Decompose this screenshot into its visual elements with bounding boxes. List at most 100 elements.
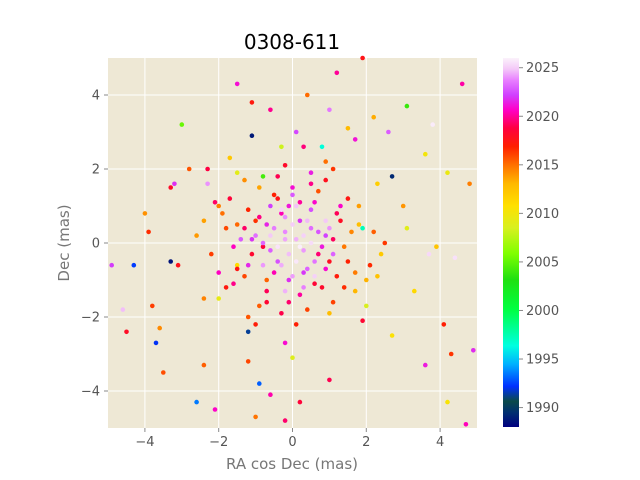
data-point [301, 233, 306, 238]
data-point [327, 259, 332, 264]
data-point [286, 277, 292, 283]
x-tick-label: 4 [436, 435, 444, 450]
data-point [260, 240, 266, 246]
data-point [301, 285, 306, 290]
data-point [205, 181, 210, 187]
data-point [282, 288, 288, 294]
colorbar-tick-label: 2015 [526, 158, 559, 173]
data-point [323, 159, 329, 164]
data-point [253, 218, 258, 224]
y-tick-label: −2 [81, 311, 100, 326]
data-point [150, 303, 155, 309]
data-point [279, 211, 284, 216]
data-point [297, 399, 303, 405]
data-point [334, 274, 340, 279]
data-point [341, 244, 347, 249]
data-point [245, 314, 251, 320]
data-point [389, 333, 395, 338]
data-point [293, 203, 299, 209]
data-point [264, 288, 270, 294]
x-tick-label: 2 [362, 435, 370, 450]
data-point [319, 144, 325, 150]
data-point [168, 185, 173, 190]
data-point [404, 103, 410, 109]
data-point [242, 225, 247, 231]
data-point [271, 192, 277, 198]
data-point [260, 174, 266, 179]
data-point [293, 322, 299, 327]
data-point [316, 188, 321, 194]
data-point [305, 218, 310, 224]
data-point [308, 225, 314, 231]
data-point [205, 166, 210, 172]
data-point [400, 203, 406, 209]
data-point [227, 155, 233, 161]
data-point [253, 322, 258, 327]
data-point [201, 218, 207, 224]
data-point [175, 262, 181, 268]
data-point [131, 262, 137, 268]
data-point [242, 177, 247, 183]
data-points [109, 55, 476, 427]
data-point [375, 274, 380, 279]
data-point [157, 325, 162, 331]
data-point [338, 203, 343, 209]
data-point [245, 359, 251, 364]
data-point [216, 270, 221, 275]
data-point [308, 207, 314, 212]
data-point [367, 262, 373, 268]
data-point [257, 214, 262, 220]
data-point [279, 311, 284, 316]
data-point [275, 244, 281, 249]
data-point [231, 281, 236, 287]
data-point [423, 151, 428, 157]
data-point [268, 107, 273, 113]
data-point [423, 362, 428, 368]
data-point [467, 181, 472, 187]
data-point [257, 303, 262, 309]
data-point [249, 251, 255, 257]
data-point [323, 233, 329, 238]
data-point [364, 277, 369, 283]
data-point [305, 266, 310, 272]
data-point [308, 170, 314, 175]
data-point [194, 233, 199, 238]
colorbar-ticks: 1990 1995 2000 2005 2010 2015 2020 2025 [519, 61, 559, 416]
data-point [378, 251, 384, 257]
data-point [345, 259, 351, 264]
data-point [445, 399, 450, 405]
data-point [356, 203, 362, 209]
data-point [330, 237, 336, 242]
data-point [297, 244, 303, 249]
data-point [282, 237, 288, 242]
y-tick-label: 2 [92, 163, 100, 178]
data-point [275, 259, 281, 264]
data-point [323, 177, 329, 183]
y-axis-label: Dec (mas) [55, 204, 73, 281]
data-point [360, 225, 365, 231]
data-point [282, 340, 288, 346]
data-point [220, 211, 225, 216]
data-point [234, 222, 240, 227]
data-point [293, 129, 299, 135]
data-point [212, 200, 218, 205]
data-point [352, 288, 358, 294]
data-point [234, 266, 240, 272]
colorbar-tick-label: 2010 [526, 207, 559, 222]
data-point [308, 240, 314, 246]
data-point [268, 248, 273, 253]
data-point [279, 262, 284, 268]
data-point [448, 351, 454, 357]
data-point [471, 348, 476, 353]
data-point [234, 262, 240, 268]
data-point [120, 307, 126, 312]
data-point [330, 299, 336, 305]
data-point [264, 299, 270, 305]
colorbar-tick-label: 2000 [526, 304, 559, 319]
data-point [279, 144, 284, 150]
data-point [142, 211, 148, 216]
data-point [334, 211, 340, 216]
data-point [316, 251, 321, 257]
data-point [297, 200, 303, 205]
